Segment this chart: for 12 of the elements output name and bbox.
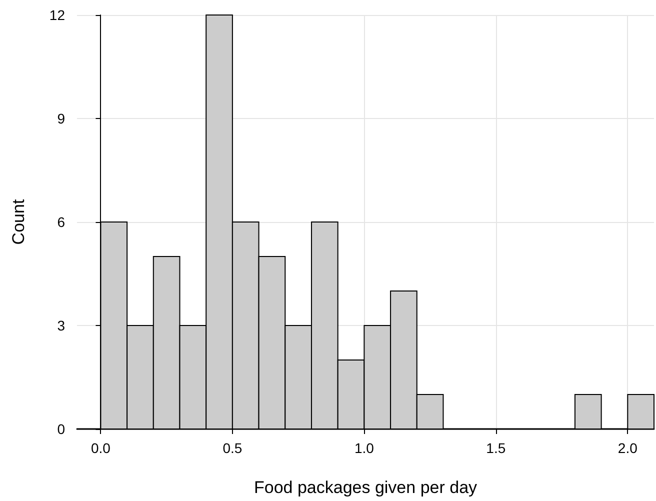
x-tick-label: 0.5: [222, 440, 242, 456]
y-tick-label: 6: [57, 214, 66, 230]
x-tick-label: 1.5: [486, 440, 506, 456]
x-tick-label: 2.0: [618, 440, 638, 456]
y-tick-label: 0: [57, 421, 66, 437]
y-axis-title: Count: [9, 199, 28, 245]
x-axis-title: Food packages given per day: [254, 478, 478, 497]
y-tick-label: 3: [57, 318, 66, 334]
x-tick-label: 0.0: [90, 440, 111, 456]
x-tick-label: 1.0: [354, 440, 374, 456]
y-tick-label: 12: [49, 7, 66, 23]
y-tick-label: 9: [57, 110, 66, 126]
